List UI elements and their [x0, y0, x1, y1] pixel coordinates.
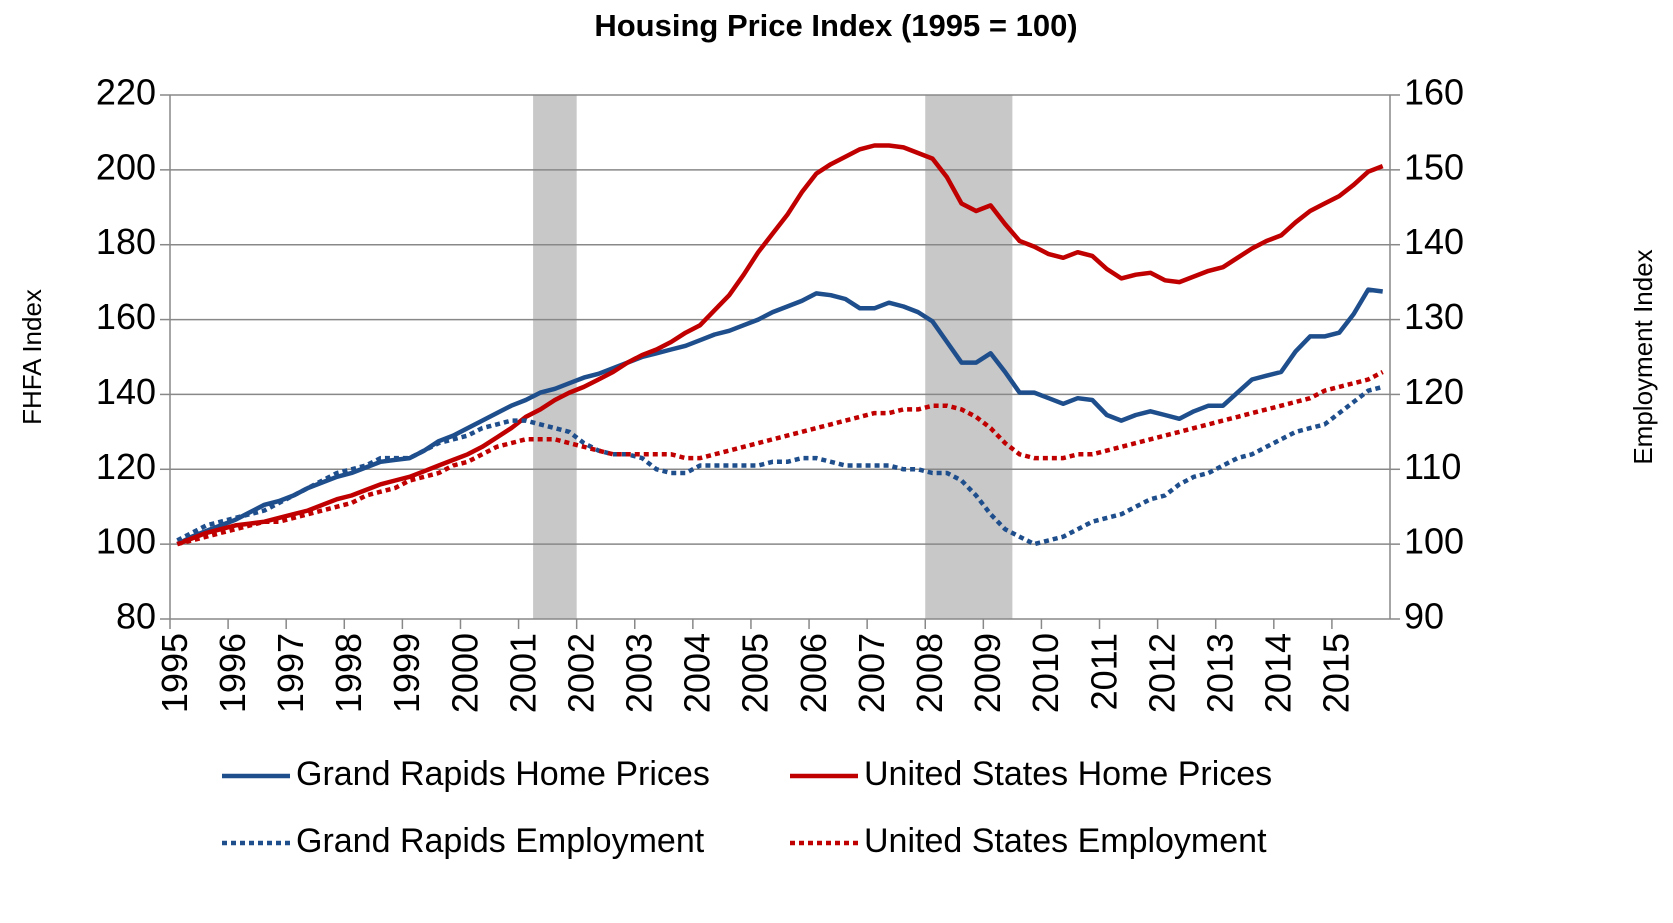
x-tick-label: 2015 — [1316, 633, 1357, 713]
y-tick-label: 160 — [96, 296, 156, 337]
legend-label: United States Home Prices — [864, 755, 1272, 793]
x-tick-label: 2012 — [1141, 633, 1182, 713]
series-line — [176, 384, 1384, 547]
y2-tick-label: 150 — [1404, 146, 1464, 187]
y2-tick-label: 130 — [1404, 296, 1464, 337]
x-tick-label: 2006 — [793, 633, 834, 713]
x-tick-label: 2013 — [1199, 633, 1240, 713]
legend-label: Grand Rapids Employment — [296, 822, 705, 860]
x-tick-label: 2007 — [851, 633, 892, 713]
x-tick-label: 1996 — [212, 633, 253, 713]
y2-axis-title: Employment Index — [1628, 249, 1658, 464]
x-tick-label: 2014 — [1258, 633, 1299, 713]
series-line — [176, 370, 1384, 547]
y2-tick-label: 140 — [1404, 221, 1464, 262]
x-tick-label: 2010 — [1025, 633, 1066, 713]
y-tick-label: 120 — [96, 446, 156, 487]
x-tick-label: 2003 — [619, 633, 660, 713]
x-tick-label: 1999 — [386, 633, 427, 713]
legend-label: United States Employment — [864, 822, 1267, 860]
series-line — [176, 287, 1383, 547]
x-tick-label: 1998 — [328, 633, 369, 713]
y-tick-label: 100 — [96, 521, 156, 562]
recession-shading — [533, 95, 577, 619]
x-tick-label: 2004 — [677, 633, 718, 713]
y-tick-label: 140 — [96, 371, 156, 412]
y2-tick-label: 160 — [1404, 72, 1464, 113]
y2-tick-label: 100 — [1404, 521, 1464, 562]
x-tick-label: 2000 — [444, 633, 485, 713]
x-tick-label: 2002 — [560, 633, 601, 713]
legend-label: Grand Rapids Home Prices — [296, 755, 710, 793]
y-tick-label: 80 — [116, 596, 156, 637]
x-tick-label: 2008 — [909, 633, 950, 713]
x-tick-label: 2001 — [502, 633, 543, 713]
y-axis-title: FHFA Index — [17, 289, 47, 425]
x-tick-label: 2011 — [1083, 633, 1124, 710]
y-tick-label: 200 — [96, 146, 156, 187]
series-line — [176, 143, 1384, 547]
x-tick-label: 1995 — [154, 633, 195, 713]
recession-shading — [925, 95, 1013, 619]
chart-title: Housing Price Index (1995 = 100) — [594, 8, 1077, 43]
y2-tick-label: 120 — [1404, 371, 1464, 412]
x-tick-label: 2005 — [735, 633, 776, 713]
y2-tick-label: 110 — [1404, 446, 1461, 487]
x-tick-label: 2009 — [967, 633, 1008, 713]
y-tick-label: 180 — [96, 221, 156, 262]
y-tick-label: 220 — [96, 72, 156, 113]
y2-tick-label: 90 — [1404, 596, 1444, 637]
x-tick-label: 1997 — [270, 633, 311, 713]
